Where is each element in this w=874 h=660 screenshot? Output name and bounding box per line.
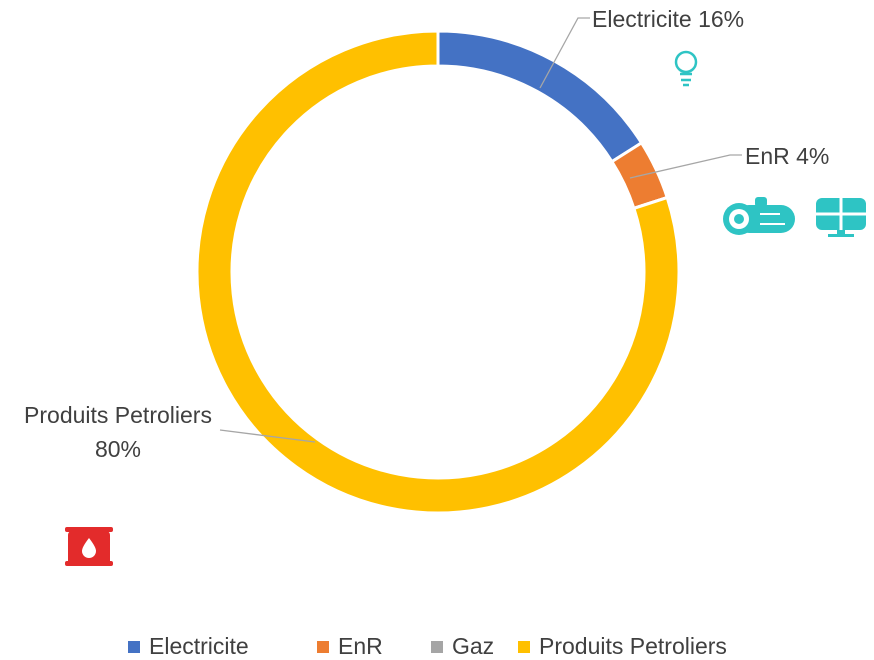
legend-label: EnR <box>338 633 383 659</box>
legend-swatch <box>128 641 140 653</box>
legend-swatch <box>431 641 443 653</box>
solar-icon <box>816 198 866 237</box>
leader-line <box>219 429 316 443</box>
legend-label: Produits Petroliers <box>539 633 727 659</box>
leader-line <box>629 154 742 179</box>
legend-swatch <box>317 641 329 653</box>
legend-label: Electricite <box>149 633 249 659</box>
leader-line <box>539 17 590 89</box>
legend-swatch <box>518 641 530 653</box>
slice <box>436 29 644 164</box>
data-label: EnR 4% <box>745 143 830 169</box>
data-label: Electricite 16% <box>592 6 745 32</box>
data-label: Produits Petroliers 80% <box>24 402 212 462</box>
bulb-icon <box>674 50 698 87</box>
log-icon <box>723 197 795 235</box>
legend-label: Gaz <box>452 633 494 659</box>
slice <box>195 29 681 515</box>
barrel-icon <box>65 527 113 566</box>
